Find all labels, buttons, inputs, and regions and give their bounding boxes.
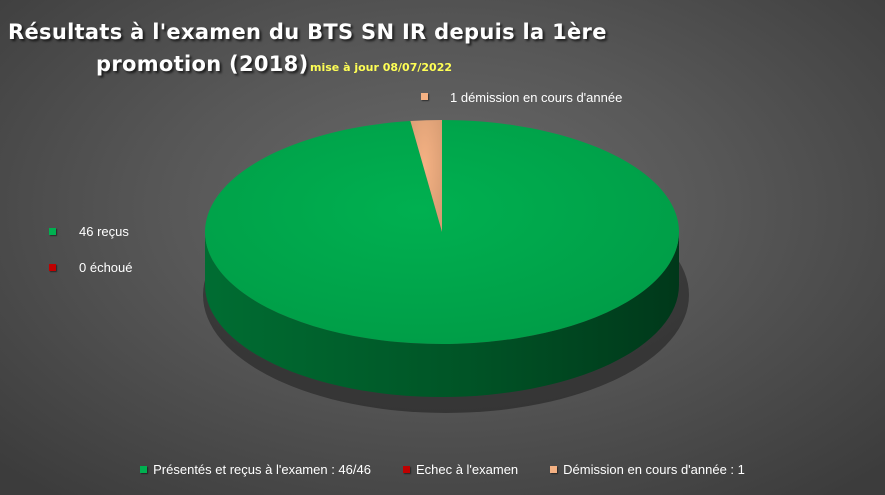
chart-subtitle: mise à jour 08/07/2022 <box>310 61 453 74</box>
data-label-swatch-resigned <box>421 93 428 100</box>
pie-slice-2 <box>410 120 442 232</box>
legend-item-passed: Présentés et reçus à l'examen : 46/46 <box>140 462 371 477</box>
data-label-swatch-failed <box>49 264 56 271</box>
legend-swatch-passed <box>140 466 148 473</box>
data-label-resigned: 1 démission en cours d'année <box>450 90 623 105</box>
legend-label-passed: Présentés et reçus à l'examen : 46/46 <box>153 462 371 477</box>
chart-title-line1: Résultats à l'examen du BTS SN IR depuis… <box>8 20 607 44</box>
legend-item-failed: Echec à l'examen <box>402 462 519 477</box>
legend-swatch-failed <box>402 466 410 473</box>
legend-swatch-resigned <box>550 466 558 473</box>
legend-label-failed: Echec à l'examen <box>415 462 519 477</box>
pie-slice-0 <box>204 120 679 344</box>
data-label-passed: 46 reçus <box>79 224 129 239</box>
legend-label-resigned: Démission en cours d'année : 1 <box>563 462 745 477</box>
data-label-swatch-passed <box>49 228 56 235</box>
chart-title-line2: promotion (2018) <box>96 52 309 76</box>
pie-side-0 <box>205 232 679 397</box>
chart-legend: Présentés et reçus à l'examen : 46/46 Ec… <box>0 462 885 477</box>
data-label-failed: 0 échoué <box>79 260 133 275</box>
legend-item-resigned: Démission en cours d'année : 1 <box>550 462 745 477</box>
